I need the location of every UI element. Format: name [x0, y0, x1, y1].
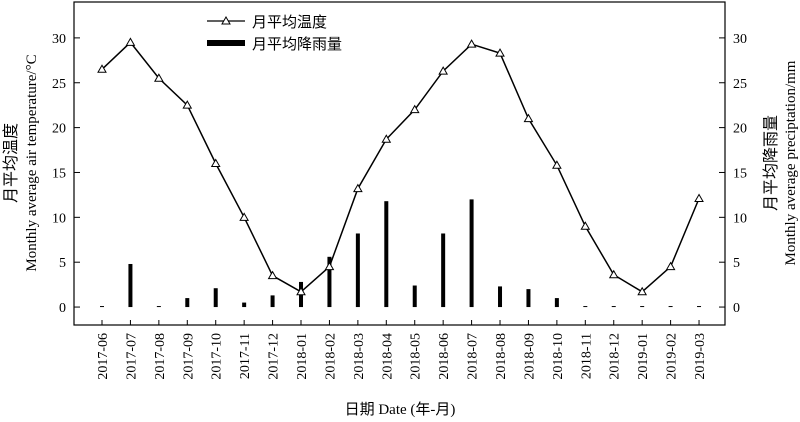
temperature-point-marker	[267, 270, 278, 280]
legend-temperature-label: 月平均温度	[252, 14, 327, 31]
x-tick-label: 2019-03	[693, 333, 708, 380]
temperature-point-marker	[296, 286, 306, 296]
temperature-point-marker	[210, 158, 221, 167]
x-tick-label: 2018-03	[352, 333, 367, 380]
x-tick-label: 2018-01	[295, 333, 310, 380]
x-tick-label: 2017-07	[124, 333, 139, 380]
x-tick-label: 2018-12	[608, 333, 623, 380]
plot-frame	[73, 1, 726, 326]
precipitation-bar	[498, 286, 503, 308]
right-tick-label: 20	[733, 122, 747, 137]
precipitation-bar	[185, 298, 190, 308]
x-tick-label: 2018-05	[409, 333, 424, 380]
left-tick-label: 5	[59, 256, 66, 271]
x-tick-label: 2018-02	[323, 333, 338, 380]
x-axis-title: 日期 Date (年-月)	[345, 401, 456, 418]
x-tick-label: 2018-08	[494, 333, 509, 380]
precipitation-bar	[412, 285, 417, 308]
left-axis-ticks: 0 5 10 15 20 25 30	[52, 32, 80, 316]
x-axis-ticks: 2017-06 2017-07 2017-08 2017-09 2017-10 2017-…	[96, 320, 708, 380]
x-tick-label: 2017-06	[96, 333, 111, 380]
x-tick-label: 2017-08	[153, 333, 168, 380]
temperature-point-marker	[324, 261, 335, 271]
precipitation-bar	[583, 306, 588, 308]
left-tick-label: 0	[59, 301, 66, 316]
temperature-point-marker	[608, 269, 619, 279]
temperature-point-marker	[438, 66, 449, 75]
x-tick-label: 2019-01	[636, 333, 651, 380]
x-tick-label: 2018-11	[579, 333, 594, 379]
precipitation-bar	[469, 199, 474, 308]
temperature-point-marker	[665, 261, 676, 271]
precipitation-bar	[355, 233, 360, 308]
precipitation-bars	[100, 199, 702, 308]
legend-triangle-icon	[221, 15, 231, 25]
precipitation-bar	[156, 306, 161, 308]
legend: 月平均温度 月平均降雨量	[207, 14, 342, 53]
precipitation-bar	[697, 306, 702, 308]
x-tick-label: 2018-06	[437, 333, 452, 380]
legend-precipitation-label: 月平均降雨量	[252, 36, 342, 53]
temperature-point-marker	[694, 193, 704, 202]
temperature-point-marker	[153, 73, 164, 82]
right-tick-label: 25	[733, 77, 747, 92]
right-tick-label: 15	[733, 166, 747, 181]
left-tick-label: 25	[52, 77, 66, 92]
left-tick-label: 30	[52, 32, 66, 47]
precipitation-bar	[270, 295, 275, 308]
precipitation-bar	[526, 289, 531, 308]
precipitation-bar	[384, 201, 389, 308]
temperature-point-marker	[182, 100, 193, 109]
temperature-line	[97, 37, 704, 296]
precipitation-bar	[611, 306, 616, 308]
precipitation-bar	[441, 233, 446, 308]
precipitation-bar	[242, 302, 247, 308]
x-tick-label: 2019-02	[665, 333, 680, 380]
left-tick-label: 15	[52, 166, 66, 181]
right-tick-label: 30	[733, 32, 747, 47]
right-tick-label: 5	[733, 256, 740, 271]
precipitation-bar	[640, 306, 645, 308]
temperature-point-marker	[523, 113, 534, 123]
precipitation-bar	[213, 288, 218, 308]
precipitation-bar	[554, 298, 559, 308]
temperature-point-marker	[353, 183, 363, 193]
precipitation-bar	[327, 256, 332, 308]
right-axis-ticks: 0 5 10 15 20 25 30	[719, 32, 747, 316]
x-tick-label: 2017-12	[267, 333, 282, 380]
right-axis-title-en: Monthly average preciptation/mm	[783, 60, 799, 265]
temperature-line-path	[101, 41, 700, 293]
temperature-point-marker	[409, 104, 420, 114]
temperature-point-marker	[552, 160, 562, 169]
x-tick-label: 2018-04	[380, 333, 395, 380]
left-axis-title-en: Monthly average air temperature/°C	[24, 54, 40, 271]
temperature-point-marker	[580, 221, 591, 230]
right-axis-title-cn: 月平均降雨量	[762, 115, 780, 211]
precipitation-bar	[128, 263, 133, 308]
temperature-point-marker	[495, 48, 505, 57]
x-tick-label: 2018-10	[551, 333, 566, 380]
x-tick-label: 2017-10	[210, 333, 225, 380]
precipitation-bar	[668, 306, 673, 308]
temperature-point-marker	[466, 39, 477, 48]
temperature-point-marker	[239, 212, 250, 221]
x-tick-label: 2017-11	[238, 333, 253, 379]
left-tick-label: 20	[52, 122, 66, 137]
x-tick-label: 2018-07	[466, 333, 481, 380]
temperature-point-marker	[125, 37, 136, 46]
right-tick-label: 0	[733, 301, 740, 316]
left-tick-label: 10	[52, 211, 66, 226]
temperature-point-marker	[97, 64, 107, 73]
x-tick-label: 2018-09	[522, 333, 537, 380]
temperature-point-marker	[381, 134, 392, 143]
left-axis-title-cn: 月平均温度	[2, 123, 20, 203]
temperature-point-marker	[637, 286, 648, 296]
x-tick-label: 2017-09	[181, 333, 196, 380]
right-tick-label: 10	[733, 211, 747, 226]
legend-bar-sample	[207, 40, 245, 46]
precipitation-bar	[100, 306, 104, 308]
